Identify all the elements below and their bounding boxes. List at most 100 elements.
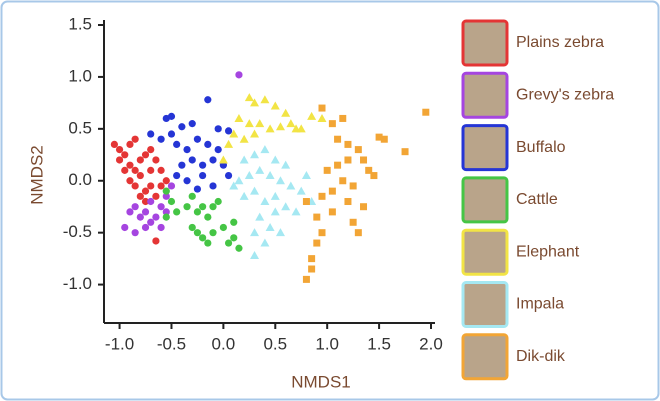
point [230, 234, 238, 242]
point [244, 93, 254, 102]
y-axis-title: NMDS2 [27, 145, 46, 205]
point [167, 130, 176, 138]
point [250, 228, 260, 237]
point [209, 203, 217, 211]
point [313, 213, 321, 221]
point [260, 197, 270, 206]
point [239, 155, 249, 164]
point [147, 130, 155, 138]
legend-swatch [461, 71, 509, 119]
point [214, 125, 222, 133]
y-tick-label: 1.0 [68, 66, 92, 85]
point [136, 192, 144, 200]
y-tick-label: -0.5 [63, 222, 92, 241]
point [193, 208, 202, 216]
point [339, 177, 347, 185]
point [250, 186, 260, 195]
point [199, 203, 207, 211]
point [296, 186, 306, 195]
point [255, 165, 265, 174]
point [167, 112, 176, 120]
point [270, 191, 280, 200]
point [275, 176, 285, 185]
y-tick-label: 0.5 [68, 118, 92, 137]
point [173, 171, 181, 180]
point [360, 156, 368, 164]
point [302, 198, 310, 206]
point [313, 239, 321, 247]
point [204, 96, 212, 104]
point [281, 202, 291, 211]
point [239, 134, 249, 143]
point [199, 161, 207, 169]
point [157, 135, 165, 143]
point [224, 239, 233, 247]
point [244, 119, 254, 128]
point [126, 161, 134, 169]
point [141, 151, 150, 159]
point [270, 101, 280, 110]
point [147, 145, 155, 154]
point [131, 166, 139, 174]
legend-swatch [461, 176, 509, 224]
point [188, 156, 196, 164]
point [230, 218, 238, 226]
point [229, 181, 239, 190]
point [291, 207, 301, 216]
point [401, 148, 409, 156]
point [235, 71, 243, 79]
x-tick-label: 1.0 [315, 334, 339, 353]
point [265, 124, 275, 133]
point [307, 111, 317, 120]
y-tick-label: 0.0 [68, 170, 92, 189]
point [265, 222, 275, 231]
point [126, 140, 134, 149]
point [328, 187, 336, 195]
x-tick-label: 1.5 [367, 334, 391, 353]
point [188, 223, 196, 232]
point [375, 133, 383, 141]
point [281, 108, 291, 117]
point [162, 213, 170, 221]
legend-swatch [461, 228, 509, 276]
point [141, 197, 150, 206]
point [131, 135, 139, 143]
point [183, 203, 191, 211]
point [136, 171, 144, 180]
point [193, 185, 202, 193]
y-tick-label: 1.5 [68, 14, 92, 33]
point [334, 135, 342, 143]
point [183, 145, 191, 154]
point [422, 108, 430, 116]
point [199, 171, 207, 180]
point [281, 160, 291, 169]
point [183, 177, 191, 185]
point [121, 166, 129, 174]
point [152, 213, 160, 221]
point [162, 177, 170, 185]
point [209, 156, 217, 164]
point [286, 181, 296, 190]
point [157, 166, 165, 174]
point [157, 223, 165, 232]
point [209, 229, 217, 237]
point [131, 182, 139, 190]
x-tick-label: 0.5 [263, 334, 287, 353]
point [370, 172, 378, 180]
point [218, 155, 228, 164]
point [141, 223, 150, 232]
point [255, 119, 265, 128]
x-tick-label: 2.0 [419, 334, 443, 353]
point [147, 197, 155, 206]
point [270, 207, 280, 216]
point [126, 208, 134, 216]
point [308, 265, 316, 273]
point [219, 223, 227, 232]
point [286, 119, 296, 128]
point [224, 139, 234, 148]
point [250, 129, 260, 138]
point [224, 127, 233, 135]
point [260, 95, 270, 104]
legend-label: Plains zebra [516, 34, 604, 51]
